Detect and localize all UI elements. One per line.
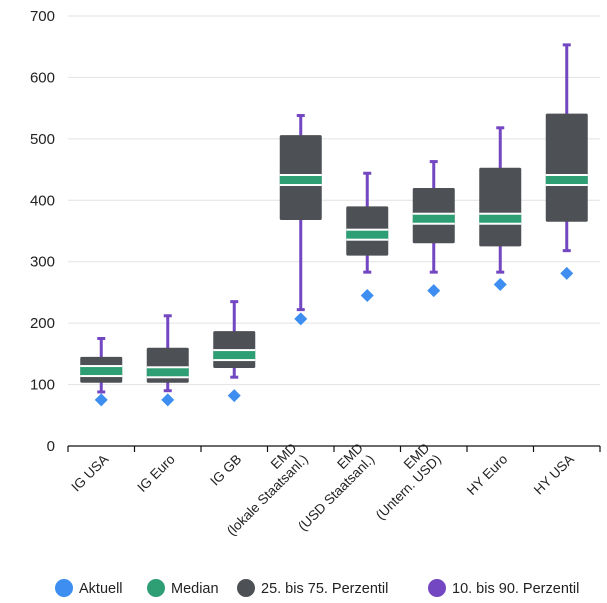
x-category-label-2: IG GB bbox=[207, 452, 244, 489]
y-axis: 0 100 200 300 400 500 600 700 bbox=[30, 8, 55, 455]
median-bar bbox=[279, 176, 322, 185]
x-category-label-0: IG USA bbox=[68, 452, 111, 495]
x-category-label-line: HY USA bbox=[531, 452, 577, 498]
x-category-label-6: HY Euro bbox=[464, 452, 511, 499]
y-tick-label-500: 500 bbox=[30, 131, 55, 148]
box-iqr bbox=[545, 113, 588, 222]
legend-marker-0 bbox=[55, 579, 73, 597]
plot-area bbox=[80, 43, 588, 407]
median-bar bbox=[412, 214, 455, 223]
current-marker bbox=[294, 312, 308, 326]
legend-label-3: 10. bis 90. Perzentil bbox=[452, 581, 579, 597]
median-bar bbox=[146, 368, 189, 377]
current-marker bbox=[360, 289, 374, 302]
current-marker bbox=[94, 393, 108, 407]
median-bar bbox=[479, 214, 522, 223]
x-category-label-line: IG USA bbox=[68, 452, 111, 495]
x-category-label-1: IG Euro bbox=[134, 452, 178, 496]
y-tick-label-400: 400 bbox=[30, 192, 55, 209]
x-category-label-7: HY USA bbox=[531, 452, 577, 498]
y-tick-label-300: 300 bbox=[30, 254, 55, 271]
box-iqr bbox=[479, 167, 522, 247]
y-tick-label-0: 0 bbox=[47, 438, 55, 455]
legend: Aktuell Median 25. bis 75. Perzentil 10. bi… bbox=[55, 579, 579, 597]
current-marker bbox=[161, 393, 175, 407]
current-marker bbox=[493, 277, 507, 291]
x-axis: IG USA IG Euro IG GB EMD(lokale Staatsanl.)… bbox=[67, 440, 601, 539]
legend-marker-1 bbox=[147, 579, 165, 597]
legend-marker-3 bbox=[428, 579, 446, 597]
median-bar bbox=[346, 230, 389, 239]
legend-marker-2 bbox=[237, 579, 255, 597]
current-marker bbox=[227, 389, 241, 403]
gridlines bbox=[68, 15, 600, 386]
x-category-label-line: HY Euro bbox=[464, 452, 511, 499]
y-tick-label-600: 600 bbox=[30, 69, 55, 86]
x-category-label-line: IG GB bbox=[207, 452, 244, 489]
y-tick-label-700: 700 bbox=[30, 8, 55, 25]
median-bar bbox=[545, 176, 588, 185]
median-bar bbox=[213, 351, 256, 360]
legend-label-0: Aktuell bbox=[79, 581, 123, 597]
y-tick-label-200: 200 bbox=[30, 315, 55, 332]
current-marker bbox=[560, 266, 574, 280]
legend-label-1: Median bbox=[171, 581, 219, 597]
x-category-label-line: IG Euro bbox=[134, 452, 178, 496]
median-bar bbox=[80, 367, 123, 376]
legend-label-2: 25. bis 75. Perzentil bbox=[261, 581, 388, 597]
y-tick-label-100: 100 bbox=[30, 377, 55, 394]
x-category-label-5: EMD(Untern. USD) bbox=[361, 440, 444, 523]
current-marker bbox=[427, 284, 441, 298]
